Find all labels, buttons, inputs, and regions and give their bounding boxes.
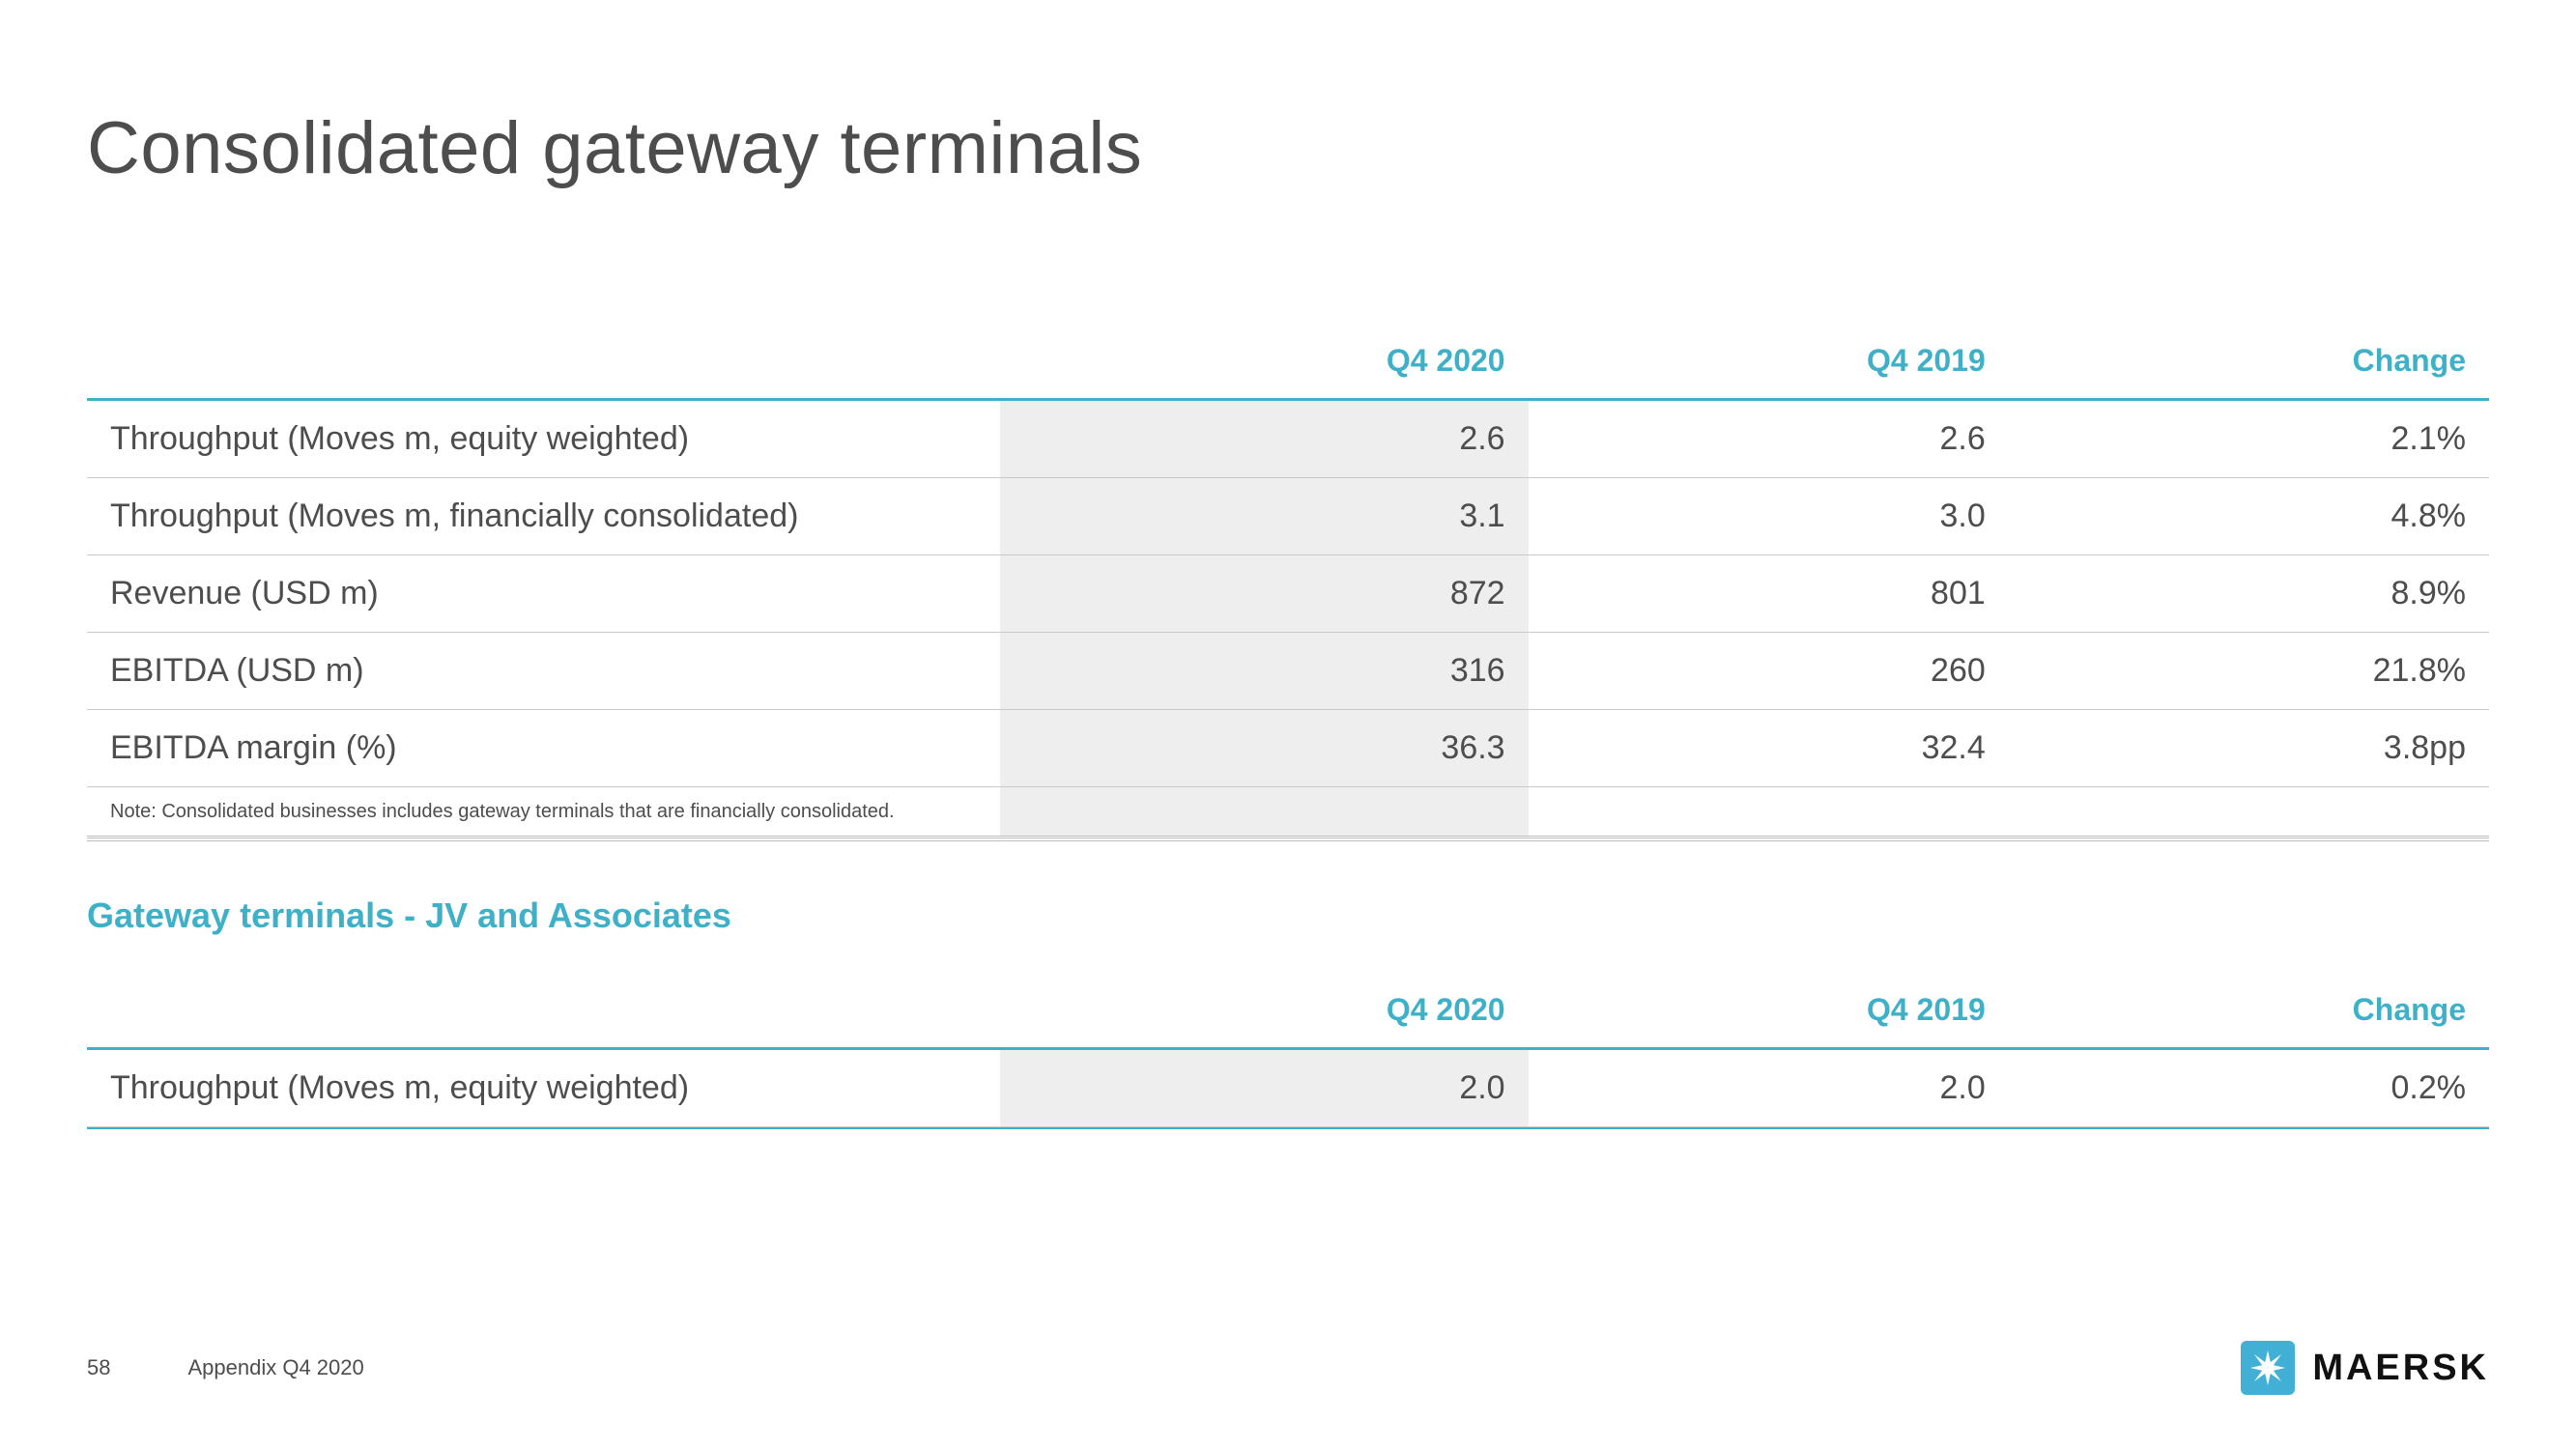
table-note-row: Note: Consolidated businesses includes g…	[87, 787, 2489, 838]
note-spacer	[1529, 787, 2009, 838]
cell-value: 2.0	[1000, 1049, 1529, 1127]
brand-logo: MAERSK	[2241, 1341, 2489, 1395]
cell-value: 3.1	[1000, 478, 1529, 555]
cell-value: 4.8%	[2009, 478, 2489, 555]
footer-left: 58 Appendix Q4 2020	[87, 1355, 364, 1380]
row-label: Revenue (USD m)	[87, 555, 1000, 633]
table-row: EBITDA (USD m) 316 260 21.8%	[87, 633, 2489, 710]
cell-value: 316	[1000, 633, 1529, 710]
table-row: Throughput (Moves m, financially consoli…	[87, 478, 2489, 555]
doc-label: Appendix Q4 2020	[187, 1355, 363, 1380]
note-spacer	[2009, 787, 2489, 838]
col-header-blank	[87, 326, 1000, 400]
table-consolidated: Q4 2020 Q4 2019 Change Throughput (Moves…	[87, 326, 2489, 837]
table-row: Throughput (Moves m, equity weighted) 2.…	[87, 1049, 2489, 1127]
table-row: Revenue (USD m) 872 801 8.9%	[87, 555, 2489, 633]
table-jv-associates: Q4 2020 Q4 2019 Change Throughput (Moves…	[87, 975, 2489, 1127]
cell-value: 872	[1000, 555, 1529, 633]
cell-value: 2.1%	[2009, 400, 2489, 478]
cell-value: 801	[1529, 555, 2009, 633]
table-header-row: Q4 2020 Q4 2019 Change	[87, 326, 2489, 400]
footer: 58 Appendix Q4 2020	[87, 1341, 2489, 1395]
table-note: Note: Consolidated businesses includes g…	[87, 787, 1000, 838]
brand-wordmark: MAERSK	[2312, 1348, 2489, 1389]
page-number: 58	[87, 1355, 110, 1380]
cell-value: 3.8pp	[2009, 710, 2489, 787]
col-header-blank	[87, 975, 1000, 1049]
page-title: Consolidated gateway terminals	[87, 106, 2489, 190]
cell-value: 2.0	[1529, 1049, 2009, 1127]
table-header-row: Q4 2020 Q4 2019 Change	[87, 975, 2489, 1049]
cell-value: 3.0	[1529, 478, 2009, 555]
row-label: EBITDA (USD m)	[87, 633, 1000, 710]
subheading: Gateway terminals - JV and Associates	[87, 895, 2489, 936]
row-label: EBITDA margin (%)	[87, 710, 1000, 787]
cell-value: 8.9%	[2009, 555, 2489, 633]
col-header-q4-2019: Q4 2019	[1529, 326, 2009, 400]
table-bottom-rule	[87, 1127, 2489, 1129]
cell-value: 0.2%	[2009, 1049, 2489, 1127]
maersk-star-icon	[2241, 1341, 2295, 1395]
table-row: EBITDA margin (%) 36.3 32.4 3.8pp	[87, 710, 2489, 787]
col-header-q4-2020: Q4 2020	[1000, 975, 1529, 1049]
table-bottom-rule	[87, 836, 2489, 841]
cell-value: 2.6	[1529, 400, 2009, 478]
cell-value: 21.8%	[2009, 633, 2489, 710]
row-label: Throughput (Moves m, equity weighted)	[87, 1049, 1000, 1127]
cell-value: 260	[1529, 633, 2009, 710]
row-label: Throughput (Moves m, financially consoli…	[87, 478, 1000, 555]
table-row: Throughput (Moves m, equity weighted) 2.…	[87, 400, 2489, 478]
cell-value: 32.4	[1529, 710, 2009, 787]
col-header-change: Change	[2009, 975, 2489, 1049]
col-header-q4-2019: Q4 2019	[1529, 975, 2009, 1049]
col-header-q4-2020: Q4 2020	[1000, 326, 1529, 400]
slide: Consolidated gateway terminals Q4 2020 Q…	[0, 0, 2576, 1449]
cell-value: 36.3	[1000, 710, 1529, 787]
cell-value: 2.6	[1000, 400, 1529, 478]
note-spacer	[1000, 787, 1529, 838]
row-label: Throughput (Moves m, equity weighted)	[87, 400, 1000, 478]
col-header-change: Change	[2009, 326, 2489, 400]
